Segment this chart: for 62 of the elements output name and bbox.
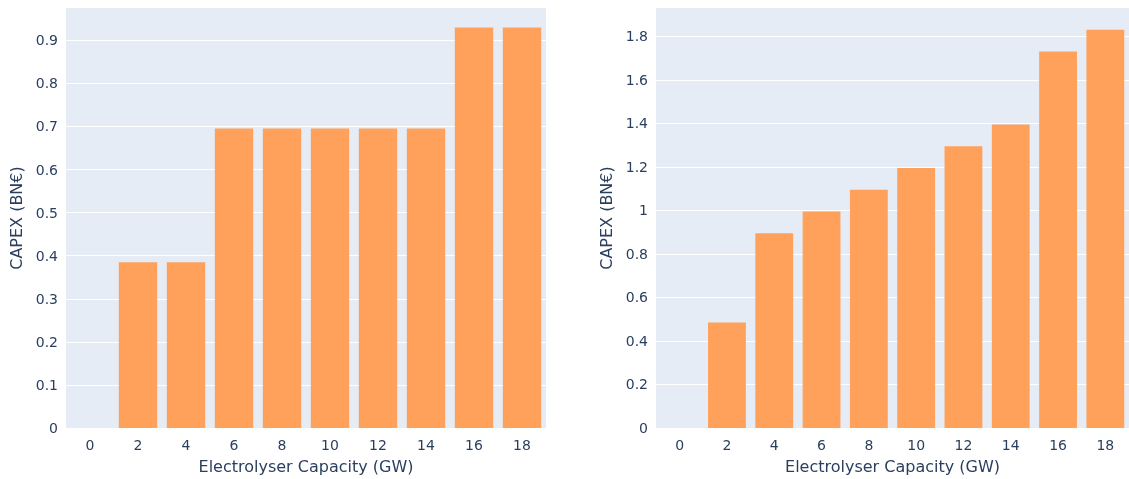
y-tick-label: 0.8 — [625, 245, 648, 262]
x-tick-label: 8 — [277, 437, 287, 453]
y-tick-label: 0.6 — [35, 161, 59, 178]
y-tick-label: 1 — [639, 202, 648, 219]
x-tick-label: 6 — [817, 437, 827, 453]
x-tick-label: 4 — [181, 437, 191, 453]
y-tick-label: 0.5 — [35, 204, 58, 221]
x-tick-label: 4 — [769, 437, 779, 453]
bar — [358, 128, 398, 428]
y-tick-label: 0.1 — [35, 376, 58, 393]
bar — [454, 27, 494, 428]
y-tick-label: 0.7 — [35, 118, 58, 135]
x-tick-label: 2 — [133, 437, 143, 453]
x-tick-label: 12 — [954, 437, 973, 453]
x-tick-label: 12 — [369, 437, 387, 453]
x-tick-label: 10 — [321, 437, 339, 453]
bar — [214, 128, 254, 428]
x-tick-label: 2 — [722, 437, 732, 453]
bar — [118, 262, 158, 428]
bar — [708, 322, 746, 428]
y-tick-label: 0.8 — [35, 75, 58, 92]
x-tick-label: 14 — [1001, 437, 1020, 453]
bar — [944, 146, 983, 428]
x-tick-label: 6 — [229, 437, 239, 453]
y-tick-label: 0 — [49, 420, 58, 436]
x-tick-label: 18 — [513, 437, 531, 453]
bar — [991, 124, 1030, 428]
y-tick-label: 1.6 — [625, 71, 649, 88]
y-axis-title: CAPEX (BN€) — [596, 166, 616, 270]
y-tick-label: 0.9 — [35, 32, 58, 49]
bar — [1039, 51, 1077, 428]
bar — [1086, 29, 1125, 428]
bar — [802, 211, 841, 428]
y-tick-label: 0.2 — [625, 376, 648, 393]
x-tick-label: 14 — [417, 437, 435, 453]
y-tick-label: 0.3 — [35, 290, 58, 307]
y-tick-label: 0.4 — [625, 332, 649, 349]
bar — [310, 128, 350, 428]
y-tick-label: 0.4 — [35, 247, 59, 264]
x-tick-label: 0 — [675, 437, 685, 453]
y-tick-label: 0.2 — [35, 333, 58, 350]
y-axis-title: CAPEX (BN€) — [6, 166, 26, 270]
x-tick-label: 8 — [864, 437, 874, 453]
bar — [406, 128, 446, 428]
y-tick-label: 0 — [639, 420, 648, 436]
y-tick-label: 1.8 — [625, 28, 648, 45]
y-tick-label: 1.4 — [625, 115, 649, 132]
x-axis-title: Electrolyser Capacity (GW) — [198, 456, 414, 476]
x-axis-title: Electrolyser Capacity (GW) — [785, 456, 1000, 476]
bar — [897, 167, 936, 428]
bar — [755, 233, 794, 428]
x-tick-label: 18 — [1096, 437, 1115, 453]
bar — [502, 27, 542, 428]
y-tick-label: 1.2 — [625, 158, 648, 175]
x-tick-label: 16 — [465, 437, 483, 453]
y-tick-label: 0.6 — [625, 289, 649, 306]
bar — [262, 128, 302, 428]
bar — [166, 262, 206, 428]
bar — [849, 189, 888, 428]
x-tick-label: 0 — [85, 437, 95, 453]
x-tick-label: 16 — [1049, 437, 1068, 453]
x-tick-label: 10 — [907, 437, 926, 453]
